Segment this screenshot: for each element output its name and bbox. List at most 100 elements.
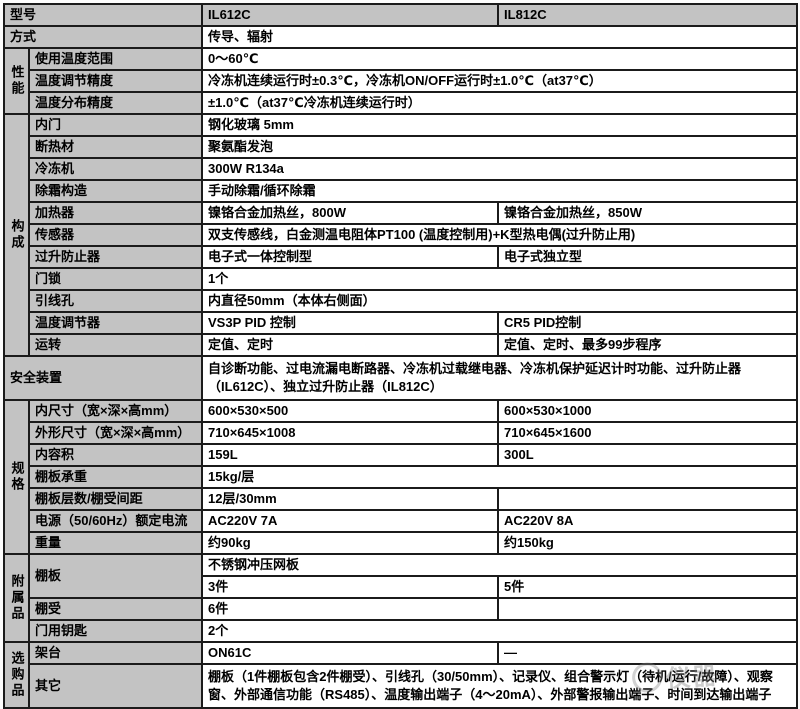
group-label: 性能 <box>3 47 30 115</box>
spec-value: 12层/30mm <box>201 487 500 511</box>
table-row: 过升防止器 电子式一体控制型 电子式独立型 <box>4 245 799 269</box>
table-row: 门用钥匙 2个 <box>4 619 799 643</box>
table-row: 棚板层数/棚受间距 12层/30mm <box>4 487 799 511</box>
spec-label: 温度调节器 <box>27 311 204 335</box>
spec-value <box>497 597 799 621</box>
table-row: 外形尺寸（宽×深×高mm） 710×645×1008 710×645×1600 <box>4 421 799 445</box>
spec-value: 710×645×1008 <box>201 421 500 445</box>
table-row: 3件 5件 <box>4 575 799 599</box>
spec-label: 引线孔 <box>27 289 204 313</box>
spec-value: — <box>497 641 799 665</box>
table-row: 规格 内尺寸（宽×深×高mm） 600×530×500 600×530×1000 <box>3 399 799 555</box>
spec-label: 其它 <box>27 663 204 709</box>
table-row: 加热器 镍铬合金加热丝，800W 镍铬合金加热丝，850W <box>4 201 799 225</box>
spec-label: 使用温度范围 <box>27 47 204 71</box>
spec-label: 型号 <box>2 3 204 27</box>
spec-label: 电源（50/60Hz）额定电流 <box>27 509 204 533</box>
spec-label: 冷冻机 <box>27 157 204 181</box>
table-row: 型号 IL612C IL812C <box>2 3 799 27</box>
spec-label: 门用钥匙 <box>27 619 204 643</box>
table-row: 引线孔 内直径50mm（本体右侧面） <box>4 289 799 313</box>
spec-label: 过升防止器 <box>27 245 204 269</box>
table-row: 构成 内门 钢化玻璃 5mm <box>3 113 799 357</box>
table-row: 重量 约90kg 约150kg <box>4 531 799 555</box>
spec-table-body: 型号 IL612C IL812C 方式 传导、辐射 性能 使用温度范围 0～60℃ 温度调节精度… <box>2 3 799 709</box>
spec-value: 棚板（1件棚板包含2件棚受）、引线孔（30/50mm）、记录仪、组合警示灯（待机… <box>201 663 799 709</box>
spec-label: 棚板层数/棚受间距 <box>27 487 204 511</box>
table-row: 门锁 1个 <box>4 267 799 291</box>
spec-value: 15kg/层 <box>201 465 799 489</box>
spec-label: 温度调节精度 <box>27 69 204 93</box>
spec-value: AC220V 8A <box>497 509 799 533</box>
spec-label: 断热材 <box>27 135 204 159</box>
table-row: 安全装置 自诊断功能、过电流漏电断路器、冷冻机过载继电器、冷冻机保护延迟计时功能、… <box>2 355 799 401</box>
table-row: 温度调节器 VS3P PID 控制 CR5 PID控制 <box>4 311 799 335</box>
spec-label: 温度分布精度 <box>27 91 204 115</box>
spec-label: 传感器 <box>27 223 204 247</box>
spec-label: 运转 <box>27 333 204 357</box>
spec-value: 约150kg <box>497 531 799 555</box>
spec-value: 约90kg <box>201 531 500 555</box>
spec-value: 600×530×1000 <box>497 399 799 423</box>
table-row: 方式 传导、辐射 <box>2 25 799 49</box>
table-row: 冷冻机 300W R134a <box>4 157 799 181</box>
table-row: 附属品 棚板 不锈钢冲压网板 <box>3 553 799 643</box>
spec-value: 传导、辐射 <box>201 25 799 49</box>
spec-value: 0～60℃ <box>201 47 799 71</box>
group-label: 附属品 <box>3 553 30 643</box>
table-row: 内容积 159L 300L <box>4 443 799 467</box>
spec-label: 除霜构造 <box>27 179 204 203</box>
table-row: 棚板承重 15kg/层 <box>4 465 799 489</box>
spec-value: CR5 PID控制 <box>497 311 799 335</box>
table-row: 传感器 双支传感线，白金测温电阻体PT100 (温度控制用)+K型热电偶(过升防止… <box>4 223 799 247</box>
spec-value: 159L <box>201 443 500 467</box>
group-label: 构成 <box>3 113 30 357</box>
table-row: 除霜构造 手动除霜/循环除霜 <box>4 179 799 203</box>
spec-value: 手动除霜/循环除霜 <box>201 179 799 203</box>
spec-label: 安全装置 <box>2 355 204 401</box>
spec-value: 3件 <box>201 575 500 599</box>
table-row: 温度分布精度 ±1.0℃（at37℃冷冻机连续运行时） <box>4 91 799 115</box>
spec-label: 棚受 <box>27 597 204 621</box>
spec-label: 外形尺寸（宽×深×高mm） <box>27 421 204 445</box>
spec-table: 型号 IL612C IL812C 方式 传导、辐射 性能 使用温度范围 0～60℃ 温度调节精度… <box>2 3 799 709</box>
spec-label: 棚板 <box>27 553 204 599</box>
table-row: 其它 棚板（1件棚板包含2件棚受）、引线孔（30/50mm）、记录仪、组合警示灯（… <box>4 663 799 709</box>
group-label: 规格 <box>3 399 30 555</box>
spec-value: 双支传感线，白金测温电阻体PT100 (温度控制用)+K型热电偶(过升防止用) <box>201 223 799 247</box>
spec-label: 架台 <box>27 641 204 665</box>
spec-value: 1个 <box>201 267 799 291</box>
table-row: 运转 定值、定时 定值、定时、最多99步程序 <box>4 333 799 357</box>
spec-value <box>497 487 799 511</box>
spec-label: 内门 <box>27 113 204 137</box>
spec-value: 不锈钢冲压网板 <box>201 553 799 577</box>
spec-value: 300W R134a <box>201 157 799 181</box>
spec-value: 内直径50mm（本体右侧面） <box>201 289 799 313</box>
spec-value: 钢化玻璃 5mm <box>201 113 799 137</box>
spec-value: 聚氨酯发泡 <box>201 135 799 159</box>
spec-label: 方式 <box>2 25 204 49</box>
table-row: 选购品 架台 ON61C — <box>3 641 799 709</box>
spec-value: 定值、定时 <box>201 333 500 357</box>
spec-label: 棚板承重 <box>27 465 204 489</box>
spec-value: 5件 <box>497 575 799 599</box>
spec-value: 2个 <box>201 619 799 643</box>
spec-value: 710×645×1600 <box>497 421 799 445</box>
spec-table-container: 型号 IL612C IL812C 方式 传导、辐射 性能 使用温度范围 0～60℃ 温度调节精度… <box>2 3 799 709</box>
spec-value: IL612C <box>201 3 500 27</box>
table-row: 棚受 6件 <box>4 597 799 621</box>
spec-value: 自诊断功能、过电流漏电断路器、冷冻机过载继电器、冷冻机保护延迟计时功能、过升防止… <box>201 355 799 401</box>
table-row: 性能 使用温度范围 0～60℃ <box>3 47 799 115</box>
spec-value: 电子式独立型 <box>497 245 799 269</box>
spec-label: 内尺寸（宽×深×高mm） <box>27 399 204 423</box>
table-row: 温度调节精度 冷冻机连续运行时±0.3℃，冷冻机ON/OFF运行时±1.0℃（at… <box>4 69 799 93</box>
spec-label: 内容积 <box>27 443 204 467</box>
spec-value: AC220V 7A <box>201 509 500 533</box>
spec-value: 电子式一体控制型 <box>201 245 500 269</box>
spec-value: 镍铬合金加热丝，800W <box>201 201 500 225</box>
spec-value: 600×530×500 <box>201 399 500 423</box>
spec-value: ON61C <box>201 641 500 665</box>
group-label: 选购品 <box>3 641 30 709</box>
spec-value: 镍铬合金加热丝，850W <box>497 201 799 225</box>
spec-label: 重量 <box>27 531 204 555</box>
